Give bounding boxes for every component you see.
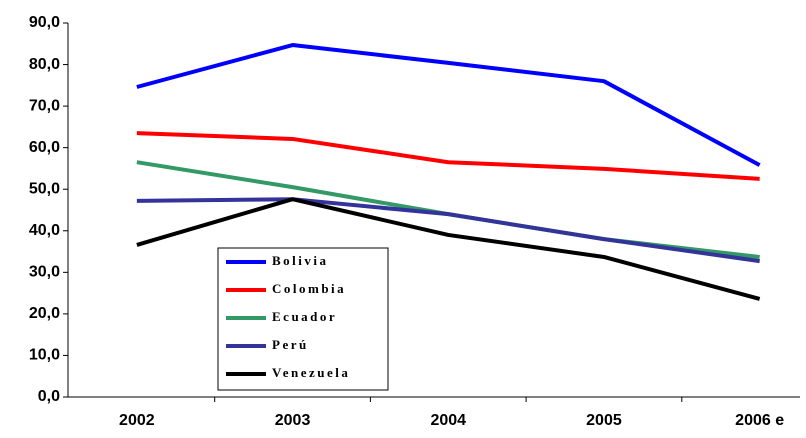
y-tick-label: 30,0 — [29, 264, 60, 281]
x-tick-label: 2005 — [586, 412, 622, 429]
y-tick-label: 20,0 — [29, 305, 60, 322]
legend-label: Colombia — [272, 281, 346, 296]
legend-label: Ecuador — [272, 309, 337, 324]
series-line — [136, 131, 760, 181]
x-tick-label: 2002 — [119, 412, 155, 429]
legend-label: Perú — [272, 337, 309, 352]
y-tick-label: 10,0 — [29, 347, 60, 364]
y-tick-label: 80,0 — [29, 56, 60, 73]
y-tick-label: 40,0 — [29, 222, 60, 239]
series-line — [136, 43, 761, 167]
legend-box — [217, 247, 389, 391]
y-tick-label: 90,0 — [29, 14, 60, 31]
y-tick-label: 50,0 — [29, 180, 60, 197]
x-tick-label: 2006 e — [735, 412, 784, 429]
series-line — [136, 197, 760, 264]
y-tick-label: 70,0 — [29, 97, 60, 114]
y-tick-label: 60,0 — [29, 139, 60, 156]
x-tick-label: 2004 — [430, 412, 466, 429]
x-tick-label: 2003 — [275, 412, 311, 429]
legend-label: Venezuela — [272, 365, 350, 380]
y-tick-label: 0,0 — [38, 388, 60, 405]
series-line — [136, 197, 761, 301]
series-line — [136, 160, 760, 259]
legend-label: Bolivia — [272, 253, 329, 268]
